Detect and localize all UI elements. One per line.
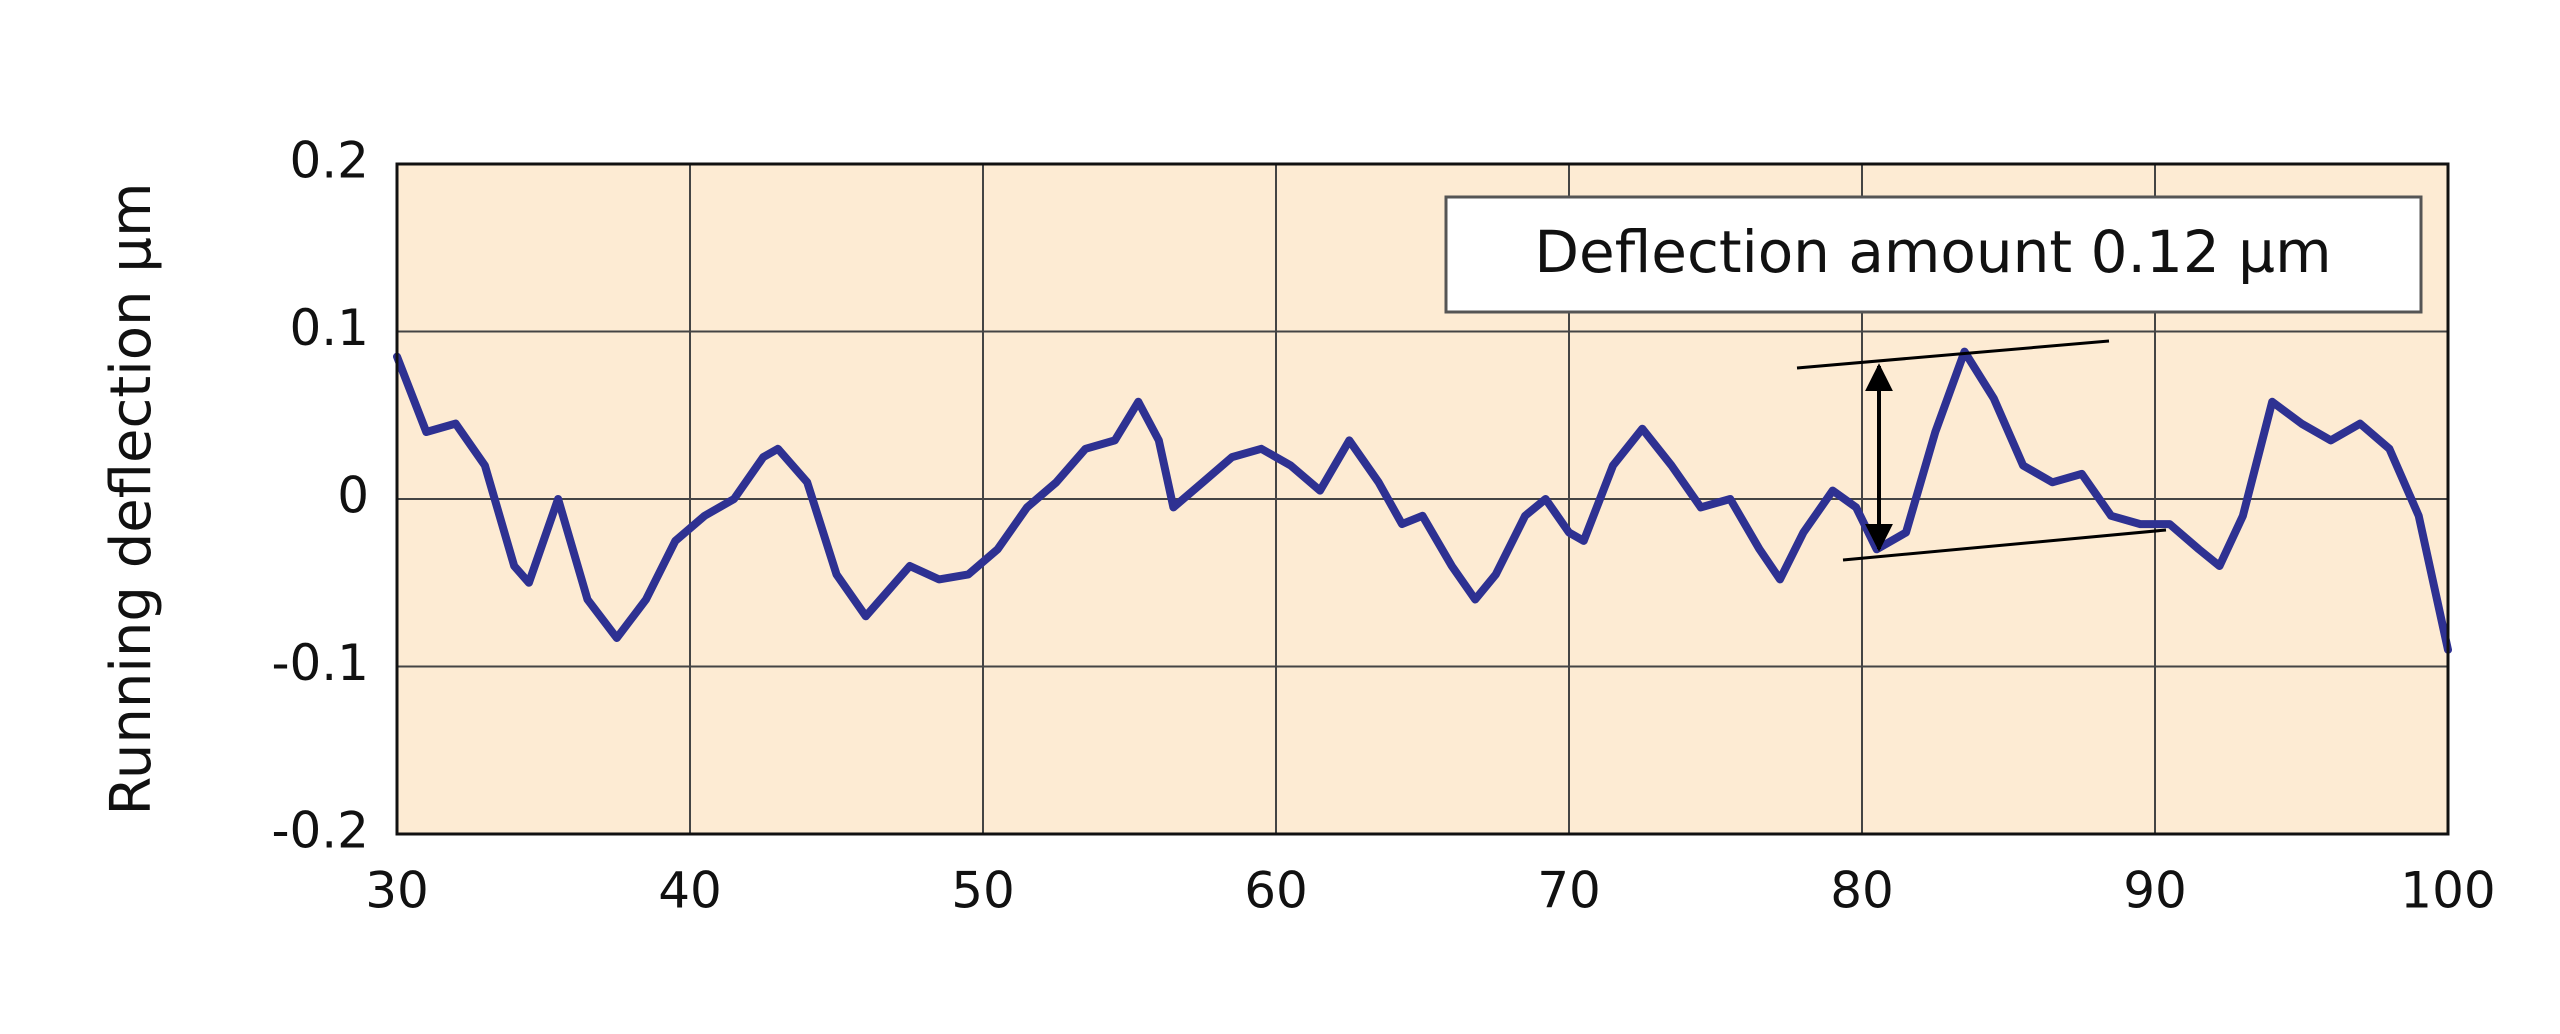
data-line <box>393 347 2452 654</box>
x-tick-label: 70 <box>1537 862 1601 920</box>
annotation-box <box>1444 195 2423 314</box>
x-tick-label: 30 <box>365 862 429 920</box>
y-tick-label: -0.1 <box>271 634 369 692</box>
x-tick-label: 50 <box>951 862 1015 920</box>
x-tick-label: 40 <box>658 862 722 920</box>
annotation-line <box>1796 339 2110 370</box>
y-tick-label: -0.2 <box>271 802 369 860</box>
y-tick-label: 0.2 <box>289 132 369 190</box>
x-tick-label: 60 <box>1244 862 1308 920</box>
y-tick-label: 0 <box>337 467 369 525</box>
y-axis-label: Running deflection μm <box>99 182 164 815</box>
annotation-line <box>1842 528 2167 562</box>
x-tick-label: 80 <box>1830 862 1894 920</box>
y-tick-label: 0.1 <box>289 299 369 357</box>
x-tick-label: 90 <box>2123 862 2187 920</box>
x-tick-label: 100 <box>2400 862 2495 920</box>
plot-frame <box>395 162 2450 836</box>
annotation-text: Deflection amount 0.12 µm <box>1534 218 2331 286</box>
